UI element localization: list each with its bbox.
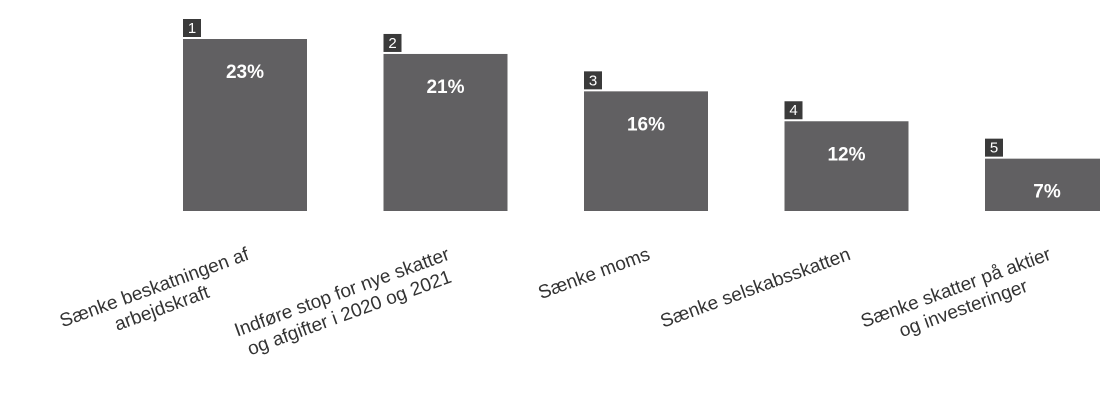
rank-badge [985, 138, 1003, 157]
bar [383, 53, 508, 212]
value-label: 7% [1033, 182, 1061, 203]
category-line: Sænke moms [536, 244, 653, 304]
value-label: 23% [226, 62, 264, 83]
category-label: Sænke selskabsskatten [658, 244, 854, 332]
rank-label: 4 [789, 102, 797, 119]
value-label: 21% [426, 77, 464, 98]
rank-label: 2 [388, 35, 396, 52]
value-label: 12% [827, 144, 865, 165]
bar [183, 39, 307, 211]
rank-label: 5 [990, 140, 998, 157]
rank-badge [183, 19, 201, 37]
rank-label: 1 [188, 20, 196, 37]
rank-badge [383, 33, 402, 52]
category-line: Sænke selskabsskatten [658, 244, 854, 332]
bar [584, 91, 708, 211]
rank-badge [784, 101, 803, 120]
bar [784, 121, 909, 211]
rank-label: 3 [589, 72, 597, 89]
bar [985, 158, 1100, 211]
value-label: 16% [627, 114, 665, 135]
rank-badge [584, 71, 602, 90]
category-label: Sænke moms [536, 244, 653, 304]
